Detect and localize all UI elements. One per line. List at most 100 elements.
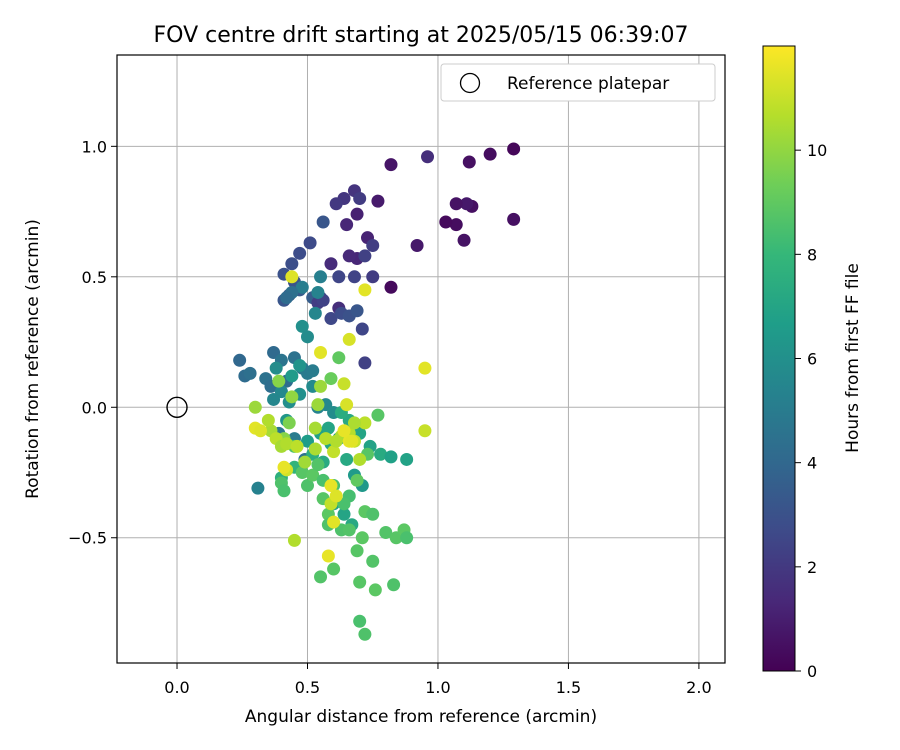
scatter-point	[324, 312, 338, 326]
scatter-point	[353, 192, 367, 206]
scatter-point	[358, 627, 372, 641]
scatter-point	[421, 150, 435, 164]
scatter-point	[321, 549, 335, 563]
colorbar-tick-label: 8	[807, 245, 817, 264]
y-axis-ticks: −0.5 0.0 0.5 1.0	[68, 137, 117, 548]
plot-frame	[116, 54, 726, 664]
scatter-point	[483, 147, 497, 161]
scatter-point	[384, 280, 398, 294]
scatter-point	[353, 452, 367, 466]
scatter-point	[267, 392, 281, 406]
scatter-point	[303, 236, 317, 250]
scatter-point	[233, 353, 247, 367]
scatter-point	[332, 351, 346, 365]
scatter-point	[358, 249, 372, 263]
scatter-point	[295, 280, 309, 294]
scatter-point	[337, 377, 351, 391]
scatter-point	[295, 319, 309, 333]
scatter-point	[314, 270, 328, 284]
y-axis-label: Rotation from reference (arcmin)	[23, 219, 43, 499]
scatter-point	[285, 390, 299, 404]
scatter-point	[418, 424, 432, 438]
scatter-point	[342, 249, 356, 263]
scatter-point	[327, 562, 341, 576]
scatter-point	[285, 369, 299, 383]
scatter-point	[507, 142, 521, 156]
scatter-point	[340, 218, 354, 232]
scatter-point	[460, 197, 474, 211]
x-tick-label: 2.0	[686, 678, 711, 697]
scatter-point	[347, 270, 361, 284]
plot-area: 0.0 0.5 1.0 1.5 2.0 −0.5 0.0 0.5 1.0	[68, 54, 726, 697]
scatter-point	[353, 575, 367, 589]
scatter-point	[300, 330, 314, 344]
scatter-point	[371, 408, 385, 422]
scatter-point	[295, 466, 309, 480]
scatter-point	[355, 531, 369, 545]
scatter-point	[285, 270, 299, 284]
scatter-point	[462, 155, 476, 169]
scatter-point	[337, 507, 351, 521]
scatter-point	[418, 361, 432, 375]
scatter-point	[366, 270, 380, 284]
x-tick-label: 1.5	[556, 678, 581, 697]
colorbar-tick-label: 0	[807, 662, 817, 681]
scatter-point	[342, 332, 356, 346]
colorbar-tick-label: 2	[807, 558, 817, 577]
scatter-point	[308, 421, 322, 435]
reference-platepar-marker	[166, 396, 188, 418]
scatter-point	[293, 246, 307, 260]
scatter-point	[387, 578, 401, 592]
scatter-point	[314, 345, 328, 359]
y-tick-label: 0.5	[82, 268, 107, 287]
scatter-point	[384, 450, 398, 464]
scatter-point	[277, 460, 291, 474]
data-points	[233, 142, 521, 641]
scatter-point	[324, 372, 338, 386]
grid-lines	[117, 55, 725, 663]
legend-entry-label: Reference platepar	[507, 74, 669, 94]
scatter-point	[287, 533, 301, 547]
y-tick-label: 0.0	[82, 398, 107, 417]
scatter-point	[368, 583, 382, 597]
scatter-point	[384, 158, 398, 172]
scatter-point	[327, 515, 341, 529]
scatter-point	[507, 212, 521, 226]
scatter-point	[358, 356, 372, 370]
colorbar-tick-label: 6	[807, 350, 817, 369]
scatter-point	[314, 570, 328, 584]
scatter-point	[366, 507, 380, 521]
scatter-point	[293, 359, 307, 373]
scatter-point	[337, 424, 351, 438]
scatter-point	[280, 437, 294, 451]
scatter-point	[355, 322, 369, 336]
reference-marker-group	[166, 396, 188, 418]
scatter-point	[371, 194, 385, 208]
scatter-point	[366, 554, 380, 568]
scatter-point	[324, 479, 338, 493]
scatter-point	[410, 238, 424, 252]
scatter-point	[350, 207, 364, 221]
colorbar-gradient	[762, 45, 796, 672]
scatter-point	[306, 364, 320, 378]
scatter-point	[314, 379, 328, 393]
colorbar-tick-label: 10	[807, 141, 827, 160]
scatter-point	[316, 215, 330, 229]
x-tick-label: 0.0	[164, 678, 189, 697]
scatter-point	[280, 291, 294, 305]
scatter-point	[311, 458, 325, 472]
legend-box	[440, 63, 716, 102]
x-axis-ticks: 0.0 0.5 1.0 1.5 2.0	[164, 663, 712, 697]
scatter-point	[306, 468, 320, 482]
scatter-point	[332, 270, 346, 284]
scatter-point	[350, 473, 364, 487]
scatter-point	[340, 452, 354, 466]
colorbar-tick-label: 4	[807, 454, 817, 473]
scatter-point	[272, 374, 286, 388]
scatter-point	[358, 283, 372, 297]
scatter-point	[308, 306, 322, 320]
legend: Reference platepar	[440, 63, 716, 102]
scatter-point	[340, 398, 354, 412]
scatter-point	[353, 614, 367, 628]
colorbar: 0 2 4 6 8 10 Hours from first FF file	[762, 45, 863, 681]
